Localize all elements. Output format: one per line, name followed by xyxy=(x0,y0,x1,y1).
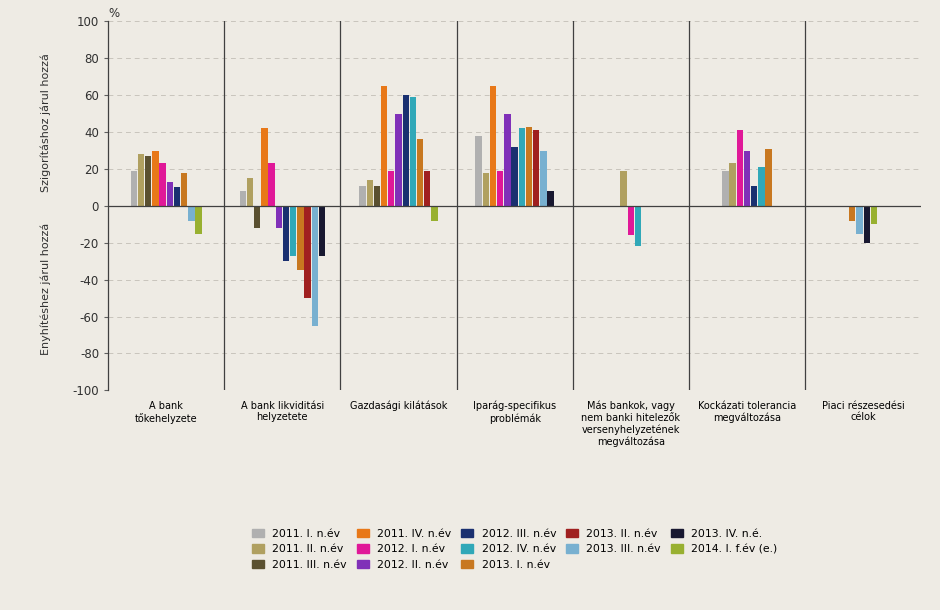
Bar xyxy=(319,206,325,256)
Bar xyxy=(504,113,510,206)
Bar xyxy=(160,163,165,206)
Bar xyxy=(396,113,401,206)
Bar xyxy=(388,171,395,206)
Bar xyxy=(188,206,195,221)
Bar xyxy=(744,151,750,206)
Bar xyxy=(497,171,504,206)
Bar xyxy=(261,128,268,206)
Bar xyxy=(166,182,173,206)
Bar xyxy=(254,206,260,228)
Bar xyxy=(476,136,482,206)
Bar xyxy=(297,206,304,270)
Bar xyxy=(856,206,863,234)
Bar xyxy=(196,206,202,234)
Bar xyxy=(759,167,764,206)
Bar xyxy=(402,95,409,206)
Text: Szigorításhoz járul hozzá: Szigorításhoz járul hozzá xyxy=(40,54,51,192)
Bar xyxy=(482,173,489,206)
Text: %: % xyxy=(108,7,119,20)
Bar xyxy=(305,206,311,298)
Bar xyxy=(359,185,366,206)
Bar xyxy=(290,206,296,256)
Bar xyxy=(431,206,438,221)
Bar xyxy=(367,180,373,206)
Bar xyxy=(849,206,855,221)
Bar xyxy=(765,149,772,206)
Bar xyxy=(410,97,416,206)
Bar xyxy=(737,130,743,206)
Bar xyxy=(525,126,532,206)
Bar xyxy=(620,171,627,206)
Legend: 2011. I. n.év, 2011. II. n.év, 2011. III. n.év, 2011. IV. n.év, 2012. I. n.év, 2: 2011. I. n.év, 2011. II. n.év, 2011. III… xyxy=(252,529,777,570)
Bar xyxy=(152,151,159,206)
Bar xyxy=(374,185,380,206)
Bar xyxy=(870,206,877,224)
Bar xyxy=(424,171,431,206)
Bar xyxy=(417,140,423,206)
Bar xyxy=(311,206,318,326)
Bar xyxy=(628,206,634,235)
Bar xyxy=(490,86,496,206)
Bar xyxy=(751,185,758,206)
Bar xyxy=(145,156,151,206)
Bar xyxy=(268,163,274,206)
Bar xyxy=(511,147,518,206)
Bar xyxy=(138,154,144,206)
Text: Enyhítéshez járul hozzá: Enyhítéshez járul hozzá xyxy=(40,223,51,355)
Bar xyxy=(131,171,137,206)
Bar xyxy=(519,128,525,206)
Bar xyxy=(722,171,728,206)
Bar xyxy=(729,163,736,206)
Bar xyxy=(864,206,870,243)
Bar xyxy=(247,178,253,206)
Bar xyxy=(540,151,547,206)
Bar xyxy=(275,206,282,228)
Bar xyxy=(547,191,554,206)
Bar xyxy=(634,206,641,246)
Bar xyxy=(381,86,387,206)
Bar xyxy=(283,206,290,261)
Bar xyxy=(181,173,187,206)
Bar xyxy=(174,187,180,206)
Bar xyxy=(533,130,540,206)
Bar xyxy=(240,191,246,206)
